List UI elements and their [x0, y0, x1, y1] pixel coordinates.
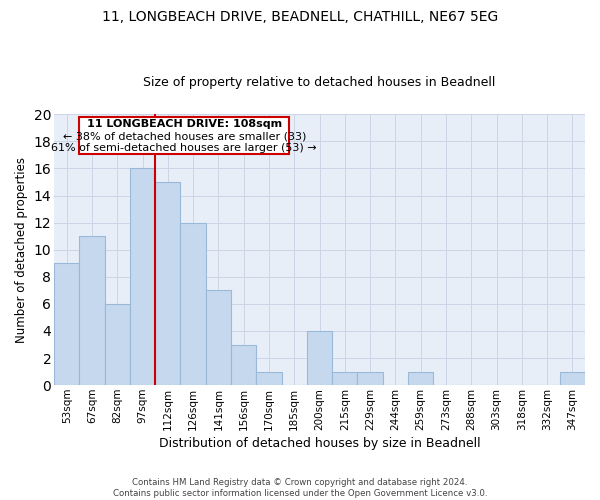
Bar: [130, 168, 155, 385]
Bar: [408, 372, 433, 385]
Text: 11, LONGBEACH DRIVE, BEADNELL, CHATHILL, NE67 5EG: 11, LONGBEACH DRIVE, BEADNELL, CHATHILL,…: [102, 10, 498, 24]
Bar: [231, 344, 256, 385]
Bar: [256, 372, 281, 385]
Text: ← 38% of detached houses are smaller (33): ← 38% of detached houses are smaller (33…: [62, 131, 306, 141]
Text: 11 LONGBEACH DRIVE: 108sqm: 11 LONGBEACH DRIVE: 108sqm: [87, 119, 282, 129]
Bar: [54, 264, 79, 385]
Y-axis label: Number of detached properties: Number of detached properties: [15, 156, 28, 342]
Title: Size of property relative to detached houses in Beadnell: Size of property relative to detached ho…: [143, 76, 496, 90]
Bar: [79, 236, 104, 385]
Bar: [181, 222, 206, 385]
Bar: [307, 331, 332, 385]
Bar: [206, 290, 231, 385]
Bar: [560, 372, 585, 385]
Bar: [358, 372, 383, 385]
Bar: [104, 304, 130, 385]
X-axis label: Distribution of detached houses by size in Beadnell: Distribution of detached houses by size …: [159, 437, 481, 450]
Bar: [332, 372, 358, 385]
Text: Contains HM Land Registry data © Crown copyright and database right 2024.
Contai: Contains HM Land Registry data © Crown c…: [113, 478, 487, 498]
Text: 61% of semi-detached houses are larger (53) →: 61% of semi-detached houses are larger (…: [52, 144, 317, 154]
Bar: [155, 182, 181, 385]
FancyBboxPatch shape: [79, 117, 289, 154]
